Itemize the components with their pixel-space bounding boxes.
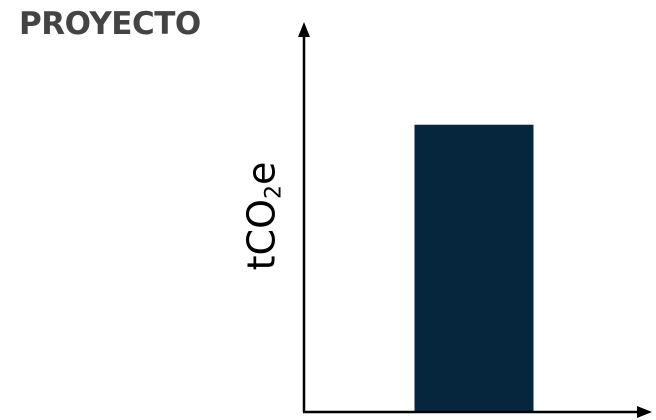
chart-title: PROYECTO xyxy=(19,6,201,42)
bar-0 xyxy=(414,124,534,412)
bars-group xyxy=(414,124,534,412)
x-axis-arrowhead xyxy=(637,406,652,418)
y-axis-arrowhead xyxy=(298,22,310,37)
